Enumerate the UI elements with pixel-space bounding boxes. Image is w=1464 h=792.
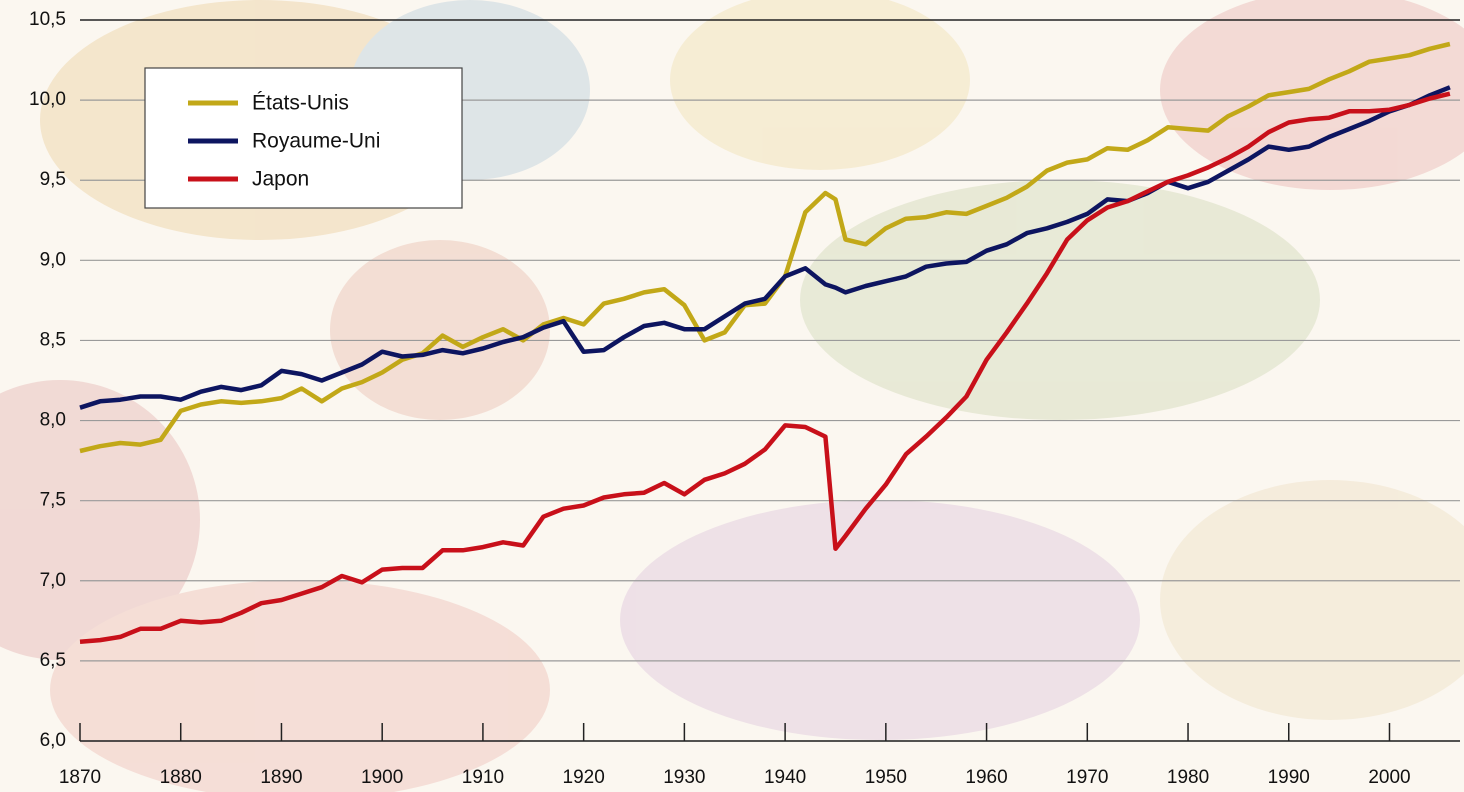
- x-tick-label: 1990: [1268, 767, 1310, 788]
- x-tick-label: 1970: [1066, 767, 1108, 788]
- legend-label: Royaume-Uni: [252, 130, 380, 153]
- y-tick-label: 10,0: [29, 89, 66, 110]
- x-tick-label: 1950: [865, 767, 907, 788]
- y-tick-label: 6,0: [40, 730, 66, 751]
- x-tick-label: 1890: [260, 767, 302, 788]
- x-tick-label: 1880: [160, 767, 202, 788]
- x-tick-label: 1870: [59, 767, 101, 788]
- x-tick-label: 1910: [462, 767, 504, 788]
- series-line: [79, 91, 1451, 644]
- y-tick-label: 7,5: [40, 490, 66, 511]
- x-tick-label: 1960: [965, 767, 1007, 788]
- y-tick-label: 8,0: [40, 410, 66, 431]
- x-tick-label: 1920: [563, 767, 605, 788]
- y-tick-label: 8,5: [40, 329, 66, 350]
- legend-label: Japon: [252, 168, 309, 191]
- y-tick-label: 7,0: [40, 570, 66, 591]
- y-tick-label: 9,5: [40, 169, 66, 190]
- axes: 6,0 6,5 7,0 7,5 8,0 8,5 9,0 9,5 10,0 10,5 1870 1880…: [29, 9, 1460, 788]
- lines: [79, 41, 1451, 644]
- legend-box: [144, 67, 463, 209]
- y-tick-label: 10,5: [29, 9, 66, 30]
- x-tick-label: 1940: [764, 767, 806, 788]
- x-tick-label: 2000: [1368, 767, 1410, 788]
- legend: États-Unis Royaume-Uni Japon: [144, 67, 463, 209]
- series-line: [79, 85, 1451, 410]
- y-tick-label: 9,0: [40, 249, 66, 270]
- legend-items: États-Unis Royaume-Uni Japon: [188, 92, 380, 191]
- y-tick-label: 6,5: [40, 650, 66, 671]
- x-tick-label: 1900: [361, 767, 403, 788]
- legend-label: États-Unis: [252, 92, 349, 115]
- x-tick-label: 1930: [663, 767, 705, 788]
- x-tick-label: 1980: [1167, 767, 1209, 788]
